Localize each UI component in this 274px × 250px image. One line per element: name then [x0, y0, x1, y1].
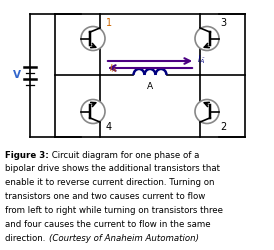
Text: $I_A$: $I_A$	[109, 63, 118, 75]
Text: $I_{\bar{A}}$: $I_{\bar{A}}$	[197, 54, 206, 66]
Text: 1: 1	[106, 18, 112, 28]
Text: transistors one and two causes current to flow: transistors one and two causes current t…	[5, 192, 206, 201]
Text: from left to right while turning on transistors three: from left to right while turning on tran…	[5, 206, 224, 215]
Text: V: V	[13, 70, 21, 81]
Text: 4: 4	[106, 122, 112, 132]
Text: Circuit diagram for one phase of a: Circuit diagram for one phase of a	[49, 150, 199, 160]
Text: Figure 3:: Figure 3:	[5, 150, 49, 160]
Text: bipolar drive shows the additional transistors that: bipolar drive shows the additional trans…	[5, 164, 221, 173]
Text: and four causes the current to flow in the same: and four causes the current to flow in t…	[5, 220, 211, 229]
Text: (Courtesy of Anaheim Automation): (Courtesy of Anaheim Automation)	[48, 234, 199, 242]
Text: direction.: direction.	[5, 234, 48, 242]
Text: 3: 3	[220, 18, 226, 28]
Text: 2: 2	[220, 122, 226, 132]
Text: A: A	[147, 82, 153, 91]
Text: enable it to reverse current direction. Turning on: enable it to reverse current direction. …	[5, 178, 215, 187]
